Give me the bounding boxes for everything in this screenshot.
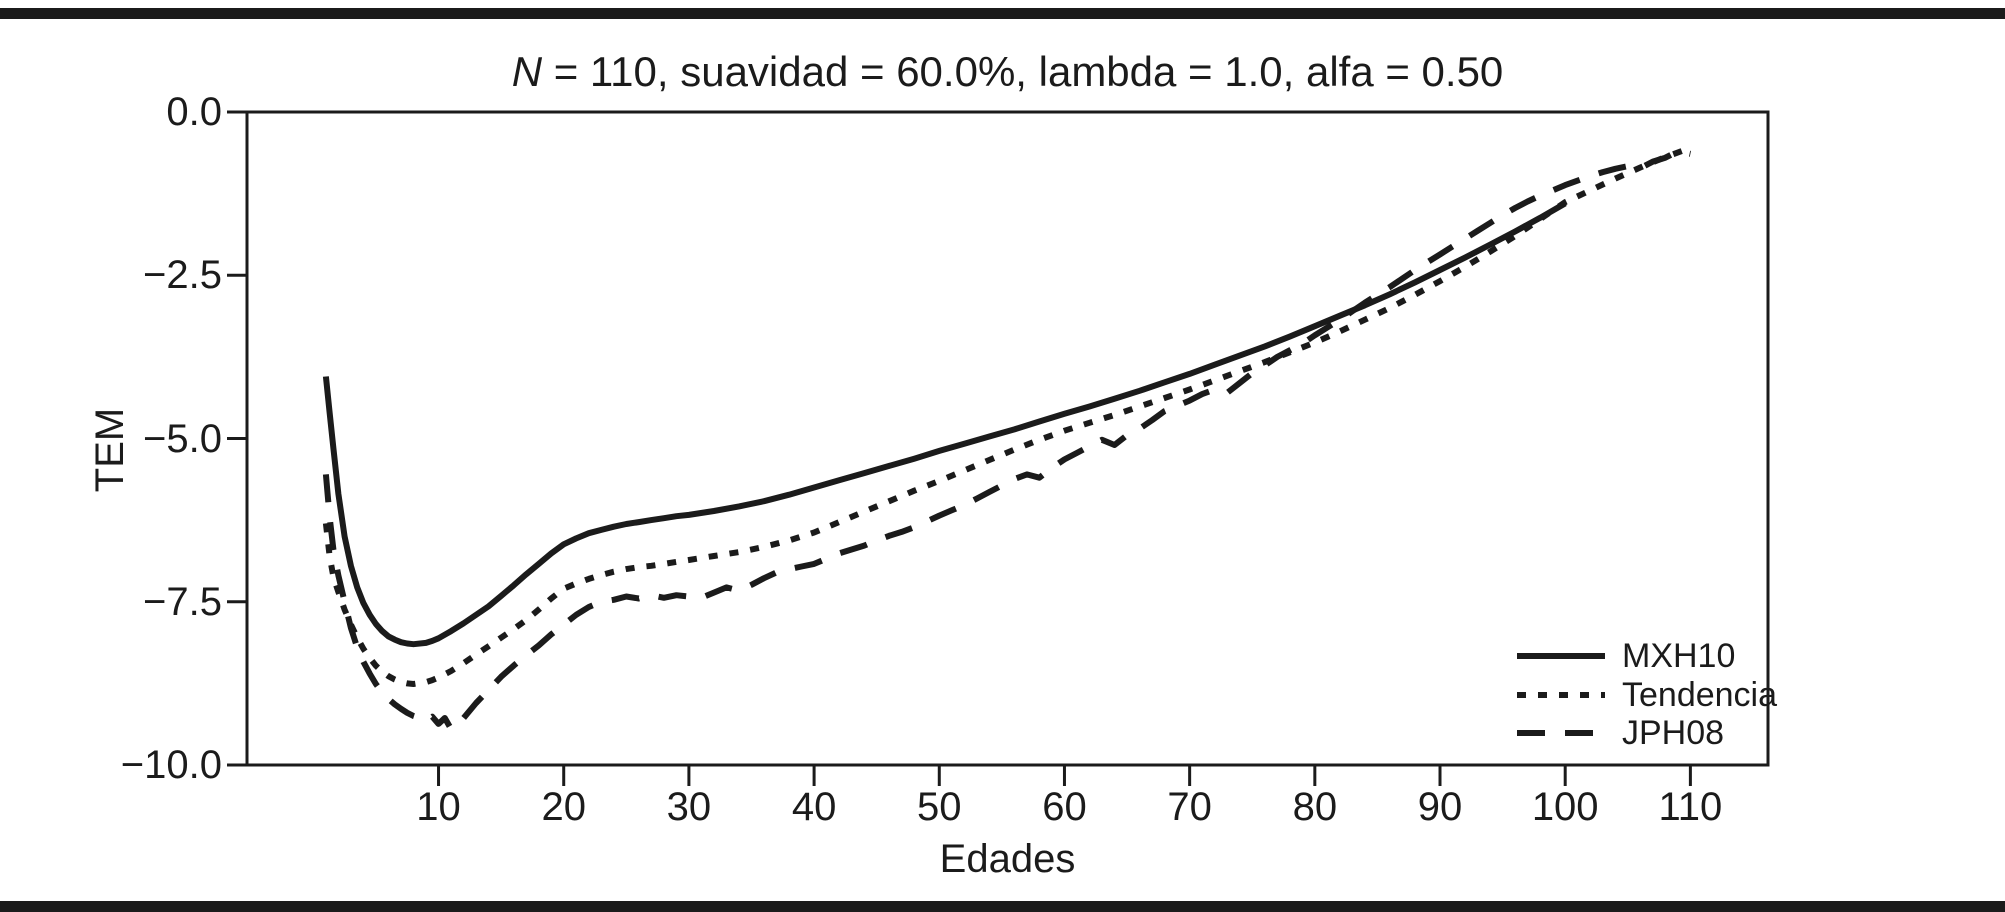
x-tick-label-20: 20 <box>541 785 586 829</box>
series-tendencia-line <box>322 145 1692 687</box>
chart-title: N = 110, suavidad = 60.0%, lambda = 1.0,… <box>247 50 1768 94</box>
legend-label-mxh10: MXH10 <box>1622 637 1736 675</box>
series-mxh10-line <box>322 200 1567 648</box>
x-tick-label-10: 10 <box>416 785 461 829</box>
y-tick-label--5: −5.0 <box>143 416 222 461</box>
x-tick-label-90: 90 <box>1417 785 1463 829</box>
y-tick-label--2.5: −2.5 <box>143 253 222 298</box>
y-tick-label--10: −10.0 <box>120 743 222 787</box>
plot-frame <box>245 110 1770 767</box>
x-tick-label-40: 40 <box>791 785 837 829</box>
chart-title-n: N <box>511 48 543 95</box>
legend-label-jph08: JPH08 <box>1622 714 1725 752</box>
x-axis-title: Edades <box>939 837 1076 881</box>
series-jph08-line <box>322 148 1692 733</box>
bottom-border-rule <box>0 901 2005 912</box>
x-tick-label-100: 100 <box>1531 785 1599 829</box>
x-tick-label-110: 110 <box>1658 785 1723 829</box>
top-border-rule <box>0 8 2005 19</box>
y-tick-label--7.5: −7.5 <box>143 579 222 624</box>
chart-title-params: = 110, suavidad = 60.0%, lambda = 1.0, a… <box>542 48 1504 95</box>
y-tick-label-0: 0.0 <box>166 90 222 134</box>
x-tick-label-30: 30 <box>666 785 712 829</box>
x-tick-label-50: 50 <box>917 785 962 829</box>
x-tick-label-80: 80 <box>1292 785 1338 829</box>
legend-label-tendencia: Tendencia <box>1622 676 1778 714</box>
x-tick-label-70: 70 <box>1167 785 1212 829</box>
x-tick-label-60: 60 <box>1042 785 1087 829</box>
